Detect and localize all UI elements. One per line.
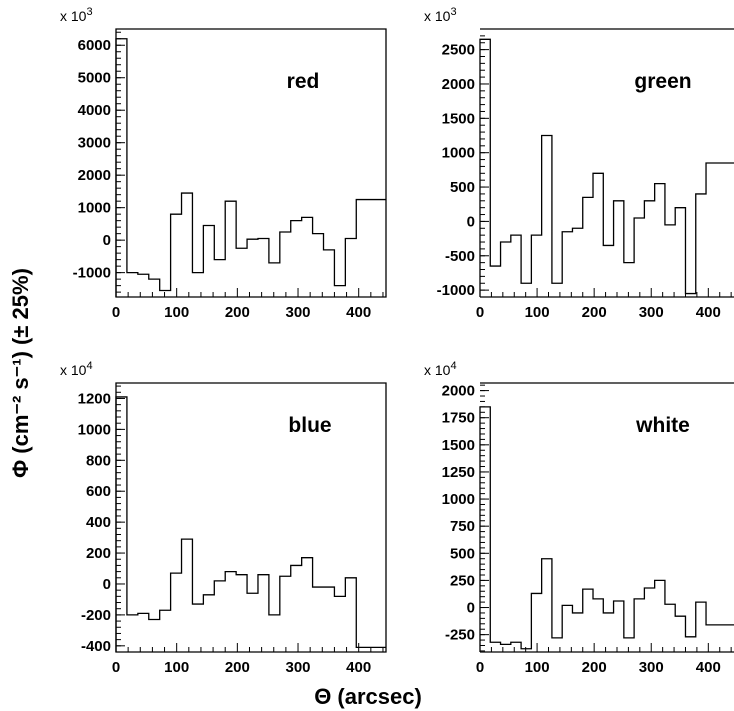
y-tick-label: 500 <box>450 545 475 562</box>
panel-label: blue <box>288 414 331 437</box>
y-tick-label: 1500 <box>442 437 475 454</box>
y-tick-label: 500 <box>450 179 475 196</box>
y-axis-title: Φ (cm⁻² s⁻¹) (± 25%) <box>8 268 33 478</box>
histogram-series <box>115 38 386 297</box>
y-tick-label: -1000 <box>437 282 475 299</box>
y-tick-label: 250 <box>450 572 475 589</box>
y-tick-label: 600 <box>86 483 111 500</box>
x-tick-label: 400 <box>696 304 721 321</box>
x-tick-label: 0 <box>112 659 120 676</box>
x-tick-label: 400 <box>346 659 371 676</box>
y-scale-factor: x 103 <box>60 6 93 24</box>
y-tick-label: -1000 <box>73 265 111 282</box>
x-tick-label: 200 <box>582 659 607 676</box>
x-tick-label: 300 <box>286 304 311 321</box>
x-tick-label: 200 <box>582 304 607 321</box>
y-tick-label: 800 <box>86 452 111 469</box>
y-tick-label: 0 <box>103 576 111 593</box>
y-tick-label: 2500 <box>442 42 475 59</box>
x-tick-label: 300 <box>286 659 311 676</box>
y-tick-label: 1000 <box>442 491 475 508</box>
histogram-series <box>479 406 734 652</box>
x-tick-label: 100 <box>164 304 189 321</box>
y-tick-label: 1200 <box>78 390 111 407</box>
panel-label: green <box>634 70 691 93</box>
y-tick-label: 400 <box>86 514 111 531</box>
y-tick-label: 0 <box>467 213 475 230</box>
x-tick-label: 200 <box>225 304 250 321</box>
x-tick-label: 300 <box>639 304 664 321</box>
x-tick-label: 400 <box>346 304 371 321</box>
panel-label: white <box>635 414 690 437</box>
y-scale-factor: x 103 <box>424 6 457 24</box>
y-tick-label: 750 <box>450 518 475 535</box>
x-tick-label: 0 <box>476 304 484 321</box>
histogram-series <box>115 396 386 652</box>
y-tick-label: -200 <box>81 607 111 624</box>
y-tick-label: 1000 <box>78 200 111 217</box>
y-tick-label: -250 <box>445 627 475 644</box>
y-tick-label: -500 <box>445 248 475 265</box>
y-tick-label: 1250 <box>442 464 475 481</box>
y-tick-label: 200 <box>86 545 111 562</box>
y-tick-label: 2000 <box>78 167 111 184</box>
y-tick-label: 2000 <box>442 383 475 400</box>
x-tick-label: 200 <box>225 659 250 676</box>
y-tick-label: 1750 <box>442 410 475 427</box>
y-tick-label: 1000 <box>78 421 111 438</box>
x-tick-label: 400 <box>696 659 721 676</box>
histogram-series <box>479 38 734 297</box>
y-scale-factor: x 104 <box>60 360 93 378</box>
x-tick-label: 100 <box>525 659 550 676</box>
plot-frame <box>480 28 734 298</box>
y-tick-label: 1000 <box>442 145 475 162</box>
panel-blue: -400 -200 0 200 400 600 800 1000 1200 0 100 200 300 4… <box>60 360 387 676</box>
y-scale-factor: x 104 <box>424 360 457 378</box>
y-tick-label: 0 <box>467 600 475 617</box>
x-tick-label: 0 <box>476 659 484 676</box>
plot-frame <box>480 382 734 653</box>
panel-red: -1000 0 1000 2000 3000 4000 5000 6000 0 100 200 300… <box>60 6 387 321</box>
y-tick-label: -400 <box>81 638 111 655</box>
x-tick-label: 100 <box>525 304 550 321</box>
y-tick-label: 2000 <box>442 76 475 93</box>
x-axis-title: Θ (arcsec) <box>314 684 422 709</box>
y-tick-label: 0 <box>103 232 111 249</box>
x-tick-label: 300 <box>639 659 664 676</box>
plot-frame <box>115 382 387 653</box>
y-tick-label: 1500 <box>442 110 475 127</box>
y-tick-label: 4000 <box>78 102 111 119</box>
x-tick-label: 100 <box>164 659 189 676</box>
y-tick-label: 3000 <box>78 135 111 152</box>
panel-green: -1000 -500 0 500 1000 1500 2000 2500 0 100 200 300 4… <box>424 6 734 321</box>
y-tick-label: 5000 <box>78 70 111 87</box>
y-tick-label: 6000 <box>78 37 111 54</box>
panel-label: red <box>287 70 320 93</box>
x-tick-label: 0 <box>112 304 120 321</box>
